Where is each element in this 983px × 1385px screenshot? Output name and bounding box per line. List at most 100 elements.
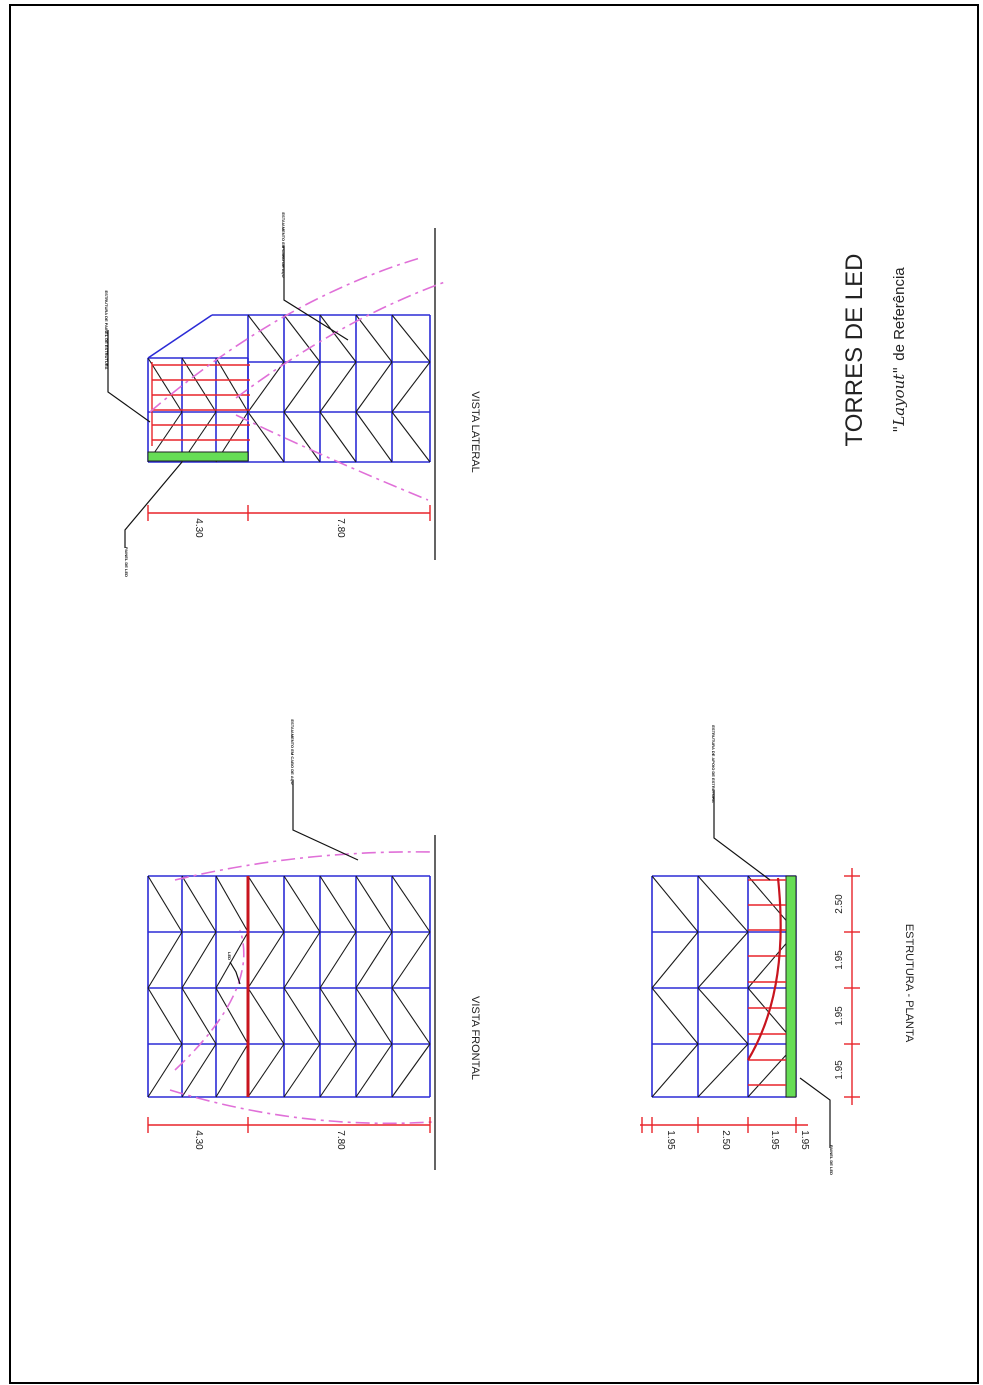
frontal-brace <box>319 875 357 933</box>
lateral-structure <box>147 314 431 463</box>
lateral-upper-brace <box>181 357 217 413</box>
subtitle-italic: "Layout" <box>890 367 908 433</box>
title-block: TORRES DE LED "Layout" de Referência <box>841 254 908 447</box>
drawing-title: TORRES DE LED <box>841 254 868 447</box>
lateral-lower-brace <box>355 361 393 413</box>
frontal-brace <box>355 987 393 1045</box>
frontal-brace <box>147 987 183 1045</box>
plan-hdim-label-3: 1.95 <box>799 1130 810 1150</box>
plan-brace <box>697 931 749 989</box>
frontal-brace <box>247 987 285 1045</box>
frontal-dim-4-30: 4.30 <box>193 1130 204 1150</box>
frontal-leader-led <box>229 961 241 985</box>
lateral-lower-brace <box>247 411 285 463</box>
lateral-upper-brace <box>215 357 249 413</box>
lateral-label-led: PAINEL DE LED <box>124 547 129 577</box>
lateral-leader-structure <box>107 330 151 423</box>
plan-brace <box>651 931 699 989</box>
frontal-guy-wire-2 <box>174 851 433 881</box>
frontal-brace <box>215 1043 249 1098</box>
plan-brace <box>697 875 749 933</box>
frontal-brace <box>355 931 393 989</box>
lateral-lower-brace <box>247 361 285 413</box>
plan-view: 1.95 1.95 1.95 2.50 1.95 2.50 1.95 1.95 ESTRUT… <box>640 725 915 1175</box>
plan-leader-structure <box>713 790 771 881</box>
frontal-view-label: VISTA FRONTAL <box>469 996 481 1080</box>
lateral-slant <box>147 314 213 359</box>
lateral-lower-brace <box>355 314 393 363</box>
frontal-leader-guy <box>292 780 359 861</box>
lateral-lower-brace <box>319 314 357 363</box>
frontal-brace <box>181 931 217 989</box>
frontal-brace <box>147 931 183 989</box>
frontal-brace <box>319 931 357 989</box>
frontal-brace <box>391 1043 431 1098</box>
lateral-guy-wire-1 <box>149 257 421 413</box>
frontal-brace <box>319 1043 357 1098</box>
frontal-brace <box>283 875 321 933</box>
lateral-lower-brace <box>355 411 393 463</box>
sheet-border <box>9 4 979 1384</box>
frontal-guy-wire-3 <box>174 929 245 1071</box>
lateral-view-label: VISTA LATERAL <box>469 391 481 473</box>
frontal-brace <box>247 931 285 989</box>
plan-vdim-label-2: 1.95 <box>834 950 845 970</box>
frontal-guy-wire-1 <box>169 1089 433 1125</box>
drawing-subtitle: "Layout" de Referência <box>890 267 908 433</box>
frontal-view: 4.30 7.80 VISTA FRONTAL LED ESTAIAMENTO … <box>147 719 481 1170</box>
lateral-dim-4-30: 4.30 <box>193 518 204 538</box>
frontal-brace <box>391 931 431 989</box>
frontal-brace <box>215 987 249 1045</box>
plan-support-curve <box>747 877 782 1061</box>
plan-brace <box>697 1043 749 1098</box>
lateral-view: 4.30 7.80 VISTA LATERAL PAINEL DE LED ES… <box>104 212 481 577</box>
frontal-brace <box>247 1043 285 1098</box>
lateral-lower-brace <box>247 314 285 363</box>
lateral-lower-brace <box>319 361 357 413</box>
lateral-support-bars <box>151 362 250 446</box>
lateral-lower-brace <box>283 411 321 463</box>
plan-vdim-label-0: 1.95 <box>834 1060 845 1080</box>
frontal-brace <box>181 875 217 933</box>
frontal-brace <box>283 987 321 1045</box>
frontal-brace <box>147 875 183 933</box>
lateral-label-guy: ESTAIAMENTO EM CABO DE AÇO <box>281 212 286 277</box>
frontal-brace <box>391 875 431 933</box>
frontal-brace <box>391 987 431 1045</box>
lateral-leader-guy <box>283 246 349 341</box>
lateral-upper-brace <box>147 357 183 413</box>
lateral-leader-led <box>124 461 183 548</box>
plan-vdim-label-3: 2.50 <box>834 894 845 914</box>
frontal-brace <box>181 1043 217 1098</box>
plan-brace <box>651 875 699 933</box>
lateral-lower-brace <box>391 314 431 363</box>
plan-led-panel <box>785 875 797 1098</box>
plan-label-led: PAINEL DE LED <box>829 1145 834 1175</box>
frontal-brace <box>355 875 393 933</box>
plan-leader-led <box>799 1077 831 1148</box>
lateral-lower-brace <box>319 411 357 463</box>
frontal-brace <box>147 1043 183 1098</box>
plan-hdim-label-1: 2.50 <box>720 1130 731 1150</box>
plan-brace <box>651 987 699 1045</box>
lateral-lower-brace <box>283 314 321 363</box>
frontal-brace <box>319 987 357 1045</box>
lateral-lower-brace <box>283 361 321 413</box>
lateral-lower-brace <box>391 361 431 413</box>
frontal-label-led: LED <box>227 952 232 960</box>
frontal-brace <box>247 875 285 933</box>
plan-vdim-label-1: 1.95 <box>834 1006 845 1026</box>
plan-label-structure: ESTRUTURA DE APOIO DE ESTRUTURA <box>711 725 716 803</box>
subtitle-rest: de Referência <box>891 267 908 361</box>
frontal-brace <box>181 987 217 1045</box>
frontal-brace <box>215 931 249 989</box>
lateral-guy-wire-3 <box>235 281 446 399</box>
lateral-dim-7-80: 7.80 <box>335 518 346 538</box>
frontal-structure <box>147 875 431 1098</box>
frontal-brace <box>355 1043 393 1098</box>
frontal-brace <box>215 875 249 933</box>
plan-view-label: ESTRUTURA - PLANTA <box>903 924 915 1043</box>
lateral-lower-brace <box>391 411 431 463</box>
plan-hdim-label-0: 1.95 <box>665 1130 676 1150</box>
